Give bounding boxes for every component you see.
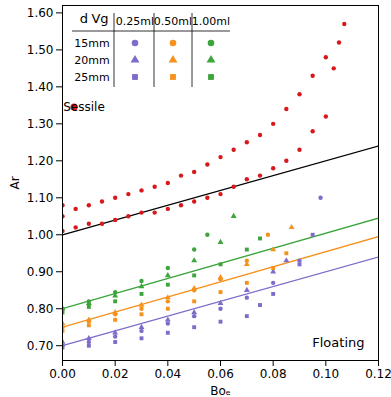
svg-text:0.25ml: 0.25ml: [116, 15, 154, 28]
svg-text:Vg: Vg: [91, 11, 108, 26]
svg-text:20mm: 20mm: [74, 54, 109, 67]
svg-text:1.00: 1.00: [27, 228, 54, 242]
svg-text:Sessile: Sessile: [63, 100, 105, 114]
svg-text:Floating: Floating: [312, 335, 364, 350]
svg-text:0.12: 0.12: [365, 367, 391, 381]
svg-text:0.90: 0.90: [27, 265, 54, 279]
svg-text:1.30: 1.30: [27, 117, 54, 131]
svg-text:0.00: 0.00: [49, 367, 76, 381]
svg-text:0.10: 0.10: [312, 367, 339, 381]
svg-text:0.70: 0.70: [27, 339, 54, 353]
svg-text:0.08: 0.08: [260, 367, 287, 381]
svg-text:1.10: 1.10: [27, 191, 54, 205]
svg-text:0.80: 0.80: [27, 302, 54, 316]
svg-text:Boₑ: Boₑ: [210, 384, 231, 397]
svg-text:0.06: 0.06: [207, 367, 234, 381]
svg-text:0.02: 0.02: [102, 367, 129, 381]
svg-text:Ar: Ar: [8, 176, 22, 189]
svg-text:0.04: 0.04: [154, 367, 181, 381]
svg-text:1.40: 1.40: [27, 80, 54, 94]
svg-text:15mm: 15mm: [74, 37, 109, 50]
svg-text:0.50ml: 0.50ml: [154, 15, 192, 28]
svg-text:1.20: 1.20: [27, 154, 54, 168]
svg-text:d: d: [80, 11, 88, 26]
svg-text:1.00ml: 1.00ml: [192, 15, 230, 28]
svg-text:25mm: 25mm: [74, 71, 109, 84]
svg-text:1.60: 1.60: [27, 6, 54, 20]
svg-text:1.50: 1.50: [27, 43, 54, 57]
